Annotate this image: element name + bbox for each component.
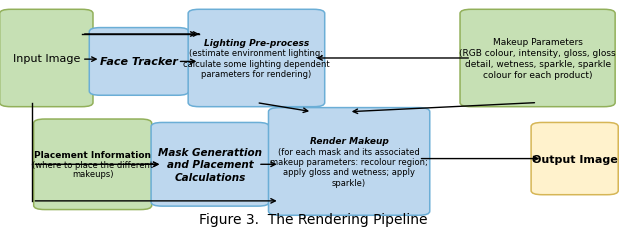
FancyBboxPatch shape (268, 108, 430, 215)
Text: Input Image: Input Image (13, 54, 80, 64)
FancyBboxPatch shape (188, 10, 325, 107)
Text: parameters for rendering): parameters for rendering) (202, 70, 311, 79)
Text: (estimate environment lighting;: (estimate environment lighting; (190, 49, 323, 58)
Text: Face Tracker: Face Tracker (100, 57, 178, 67)
Text: (for each mask and its associated: (for each mask and its associated (278, 147, 420, 156)
Text: makeup parameters: recolour region;: makeup parameters: recolour region; (270, 157, 428, 166)
Text: Output Image: Output Image (532, 154, 618, 164)
FancyBboxPatch shape (34, 120, 152, 210)
Text: sparkle): sparkle) (332, 178, 366, 187)
FancyBboxPatch shape (0, 10, 93, 107)
Text: Figure 3.  The Rendering Pipeline: Figure 3. The Rendering Pipeline (199, 212, 428, 226)
Text: Placement Information: Placement Information (34, 150, 151, 159)
Text: Render Makeup: Render Makeup (309, 137, 389, 146)
Text: Mask Generattion
and Placement
Calculations: Mask Generattion and Placement Calculati… (158, 147, 262, 182)
Text: apply gloss and wetness; apply: apply gloss and wetness; apply (283, 167, 415, 177)
FancyBboxPatch shape (460, 10, 615, 107)
FancyBboxPatch shape (151, 123, 269, 206)
FancyBboxPatch shape (531, 123, 618, 195)
Text: (where to place the different: (where to place the different (32, 160, 153, 169)
FancyBboxPatch shape (89, 28, 189, 96)
Text: Lighting Pre-process: Lighting Pre-process (204, 39, 309, 48)
Text: makeups): makeups) (72, 170, 113, 179)
Text: calculate some lighting dependent: calculate some lighting dependent (183, 59, 330, 68)
Text: Makeup Parameters
(RGB colour, intensity, gloss, gloss
detail, wetness, sparkle,: Makeup Parameters (RGB colour, intensity… (459, 38, 616, 80)
